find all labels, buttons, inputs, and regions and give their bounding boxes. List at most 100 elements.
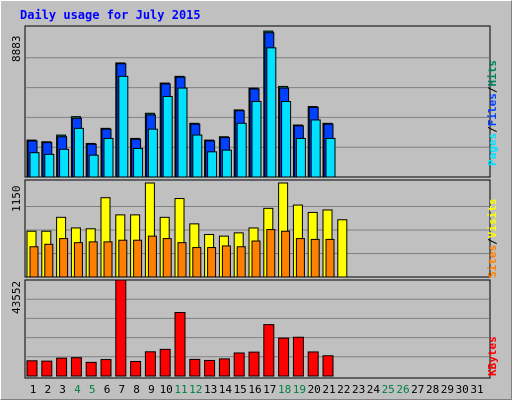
x-label-day-27: 27	[411, 383, 424, 396]
x-label-day-6: 6	[104, 383, 111, 396]
x-label-day-15: 15	[234, 383, 247, 396]
bar-pages-day-16	[251, 101, 262, 178]
legend-visits: Visits	[486, 199, 499, 239]
x-label-day-12: 12	[189, 383, 202, 396]
legend-pages: Pages	[486, 133, 499, 166]
bar-sites-day-18	[281, 230, 291, 278]
bar-pages-day-18	[281, 101, 292, 178]
x-label-day-13: 13	[204, 383, 217, 396]
x-label-day-14: 14	[219, 383, 233, 396]
x-label-day-18: 18	[278, 383, 291, 396]
bar-kbytes-day-12	[189, 358, 201, 377]
bar-kbytes-day-13	[204, 359, 216, 377]
x-label-day-30: 30	[456, 383, 469, 396]
bar-sites-day-7	[118, 239, 128, 278]
x-label-day-24: 24	[367, 383, 381, 396]
x-label-day-22: 22	[337, 383, 350, 396]
x-label-day-1: 1	[30, 383, 37, 396]
bar-pages-day-14	[221, 149, 232, 178]
bar-pages-day-20	[310, 119, 321, 178]
bar-kbytes-day-19	[292, 336, 304, 377]
bar-sites-day-2	[44, 243, 54, 278]
bar-kbytes-day-16	[248, 351, 260, 377]
bar-pages-day-13	[207, 151, 218, 178]
legend-hits: Hits	[486, 60, 499, 87]
x-label-day-11: 11	[174, 383, 187, 396]
bar-kbytes-day-6	[100, 359, 112, 377]
bar-kbytes-day-5	[85, 361, 97, 377]
x-label-day-19: 19	[293, 383, 306, 396]
bar-pages-day-10	[162, 95, 173, 178]
bar-sites-day-20	[310, 238, 320, 278]
bar-sites-day-21	[325, 238, 335, 278]
x-label-day-31: 31	[470, 383, 483, 396]
bar-kbytes-day-18	[278, 337, 290, 377]
bar-kbytes-day-14	[218, 358, 230, 377]
legend-sep-1: /	[486, 126, 499, 133]
bar-sites-day-9	[147, 235, 157, 278]
bar-kbytes-day-11	[174, 312, 186, 377]
bar-sites-day-19	[295, 238, 305, 278]
x-label-day-2: 2	[44, 383, 51, 396]
x-label-day-26: 26	[396, 383, 409, 396]
chart-title: Daily usage for July 2015	[20, 8, 201, 22]
side-label-top: Pages/Files/Hits	[486, 60, 499, 166]
y-max-label-hits: 8883	[10, 36, 23, 63]
bar-sites-day-15	[236, 246, 246, 278]
side-label-middle: Sites/Visits	[486, 199, 499, 279]
bar-kbytes-day-10	[159, 348, 171, 377]
x-label-day-28: 28	[426, 383, 439, 396]
legend-sites: Sites	[486, 245, 499, 278]
x-label-day-25: 25	[382, 383, 395, 396]
bar-sites-day-5	[88, 241, 98, 278]
bar-sites-day-8	[133, 239, 143, 278]
bar-sites-day-14	[221, 245, 231, 278]
legend-sep-2: /	[486, 86, 499, 93]
side-label-bottom: KBytes	[486, 336, 499, 376]
bar-pages-day-21	[325, 137, 336, 178]
bar-pages-day-3	[59, 148, 70, 178]
x-label-day-16: 16	[248, 383, 261, 396]
x-label-day-21: 21	[322, 383, 335, 396]
bar-sites-day-17	[266, 229, 276, 278]
bar-pages-day-6	[103, 137, 114, 178]
x-label-day-29: 29	[441, 383, 454, 396]
bar-pages-day-8	[133, 147, 144, 178]
bar-pages-day-12	[192, 134, 203, 178]
bar-pages-day-1	[29, 152, 40, 178]
x-label-day-3: 3	[59, 383, 66, 396]
bar-pages-day-5	[88, 154, 99, 178]
bar-sites-day-13	[207, 247, 217, 278]
bar-pages-day-2	[44, 153, 55, 178]
bar-kbytes-day-20	[307, 351, 319, 377]
legend-files: Files	[486, 93, 499, 126]
bar-sites-day-12	[192, 247, 202, 278]
legend-kbytes: KBytes	[486, 336, 499, 376]
x-label-day-23: 23	[352, 383, 365, 396]
bar-pages-day-17	[266, 47, 277, 178]
x-label-day-17: 17	[263, 383, 276, 396]
bar-kbytes-day-1	[26, 360, 38, 377]
bar-kbytes-day-2	[41, 360, 53, 377]
y-max-label-kbytes: 43552	[10, 281, 23, 314]
bar-visits-day-22	[337, 219, 348, 278]
bar-kbytes-day-9	[144, 351, 156, 377]
bar-kbytes-day-21	[322, 355, 334, 377]
bar-pages-day-7	[118, 75, 129, 178]
bar-sites-day-6	[103, 241, 113, 278]
bar-sites-day-11	[177, 242, 187, 278]
bar-sites-day-4	[73, 242, 83, 278]
bar-sites-day-10	[162, 238, 172, 278]
y-max-label-visits: 1150	[10, 186, 23, 213]
bar-kbytes-day-15	[233, 352, 245, 377]
x-label-day-4: 4	[74, 383, 81, 396]
x-label-day-5: 5	[89, 383, 96, 396]
bar-pages-day-15	[236, 122, 247, 178]
bar-kbytes-day-7	[115, 279, 127, 377]
bar-pages-day-9	[147, 128, 158, 178]
bar-sites-day-1	[29, 246, 39, 278]
x-label-day-7: 7	[118, 383, 125, 396]
bar-pages-day-19	[295, 137, 306, 178]
x-label-day-8: 8	[133, 383, 140, 396]
